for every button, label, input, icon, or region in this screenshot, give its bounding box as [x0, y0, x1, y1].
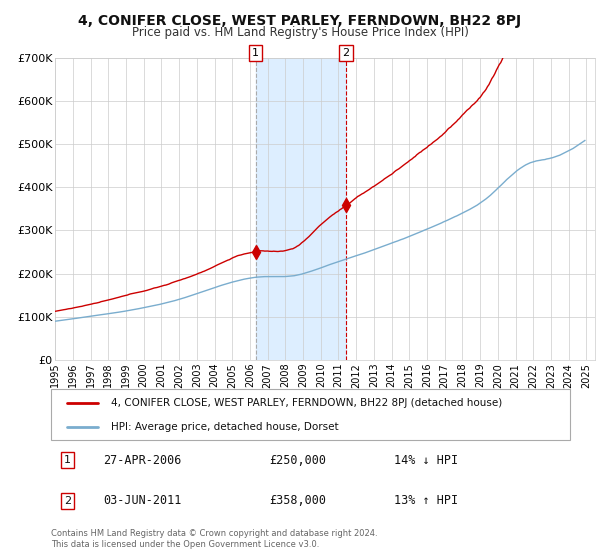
FancyBboxPatch shape [51, 389, 570, 440]
Text: 14% ↓ HPI: 14% ↓ HPI [394, 454, 458, 467]
Text: 2: 2 [343, 48, 349, 58]
Text: £250,000: £250,000 [269, 454, 326, 467]
Text: 1: 1 [64, 455, 71, 465]
Text: 03-JUN-2011: 03-JUN-2011 [103, 494, 181, 507]
Text: 13% ↑ HPI: 13% ↑ HPI [394, 494, 458, 507]
Text: Contains HM Land Registry data © Crown copyright and database right 2024.
This d: Contains HM Land Registry data © Crown c… [51, 529, 377, 549]
Text: 1: 1 [252, 48, 259, 58]
Text: HPI: Average price, detached house, Dorset: HPI: Average price, detached house, Dors… [110, 422, 338, 432]
Text: 4, CONIFER CLOSE, WEST PARLEY, FERNDOWN, BH22 8PJ (detached house): 4, CONIFER CLOSE, WEST PARLEY, FERNDOWN,… [110, 398, 502, 408]
Text: Price paid vs. HM Land Registry's House Price Index (HPI): Price paid vs. HM Land Registry's House … [131, 26, 469, 39]
Text: 4, CONIFER CLOSE, WEST PARLEY, FERNDOWN, BH22 8PJ: 4, CONIFER CLOSE, WEST PARLEY, FERNDOWN,… [79, 14, 521, 28]
Text: £358,000: £358,000 [269, 494, 326, 507]
Text: 27-APR-2006: 27-APR-2006 [103, 454, 181, 467]
Text: 2: 2 [64, 496, 71, 506]
Bar [256, 58, 346, 360]
